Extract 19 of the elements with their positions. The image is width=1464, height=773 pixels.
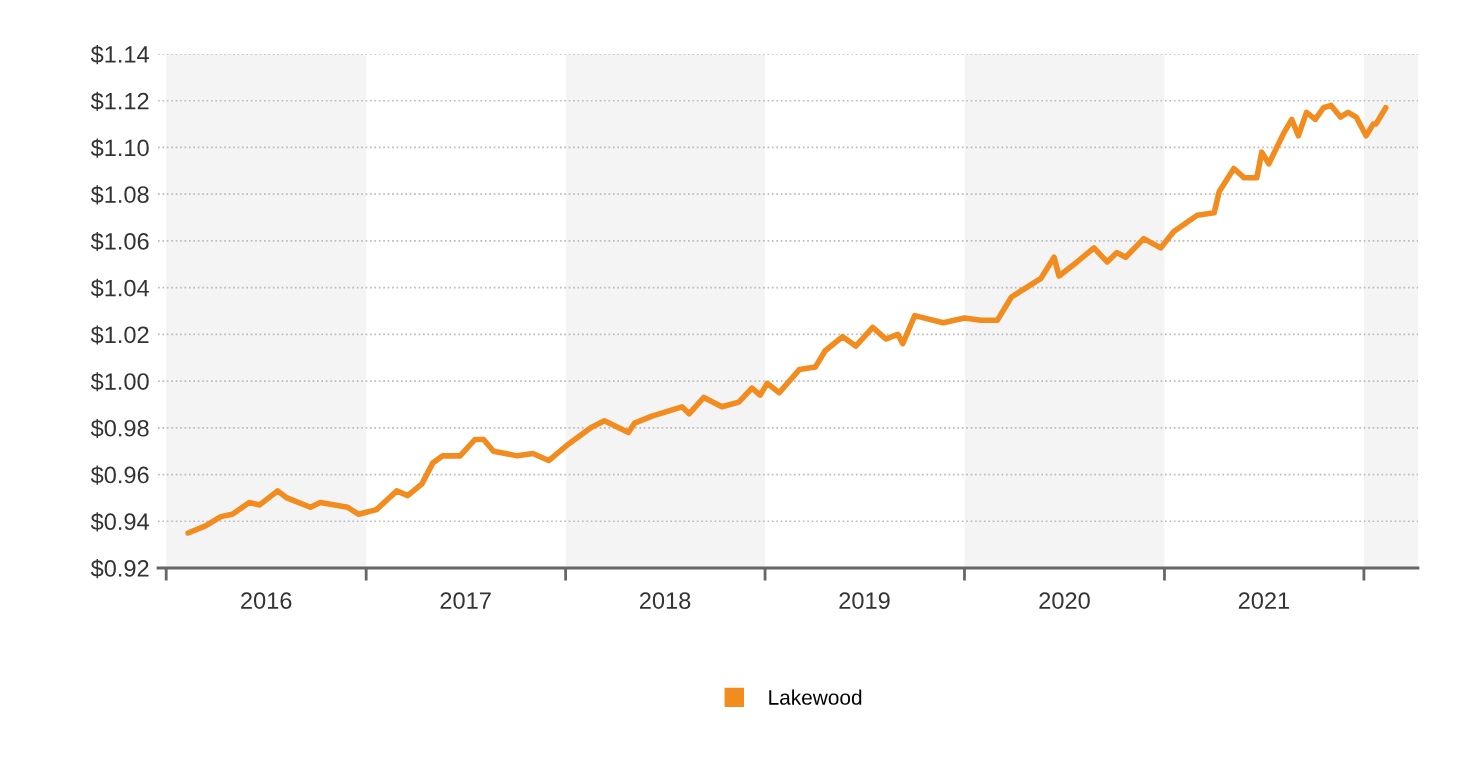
y-tick-label: $0.96 [90,465,149,485]
y-tick-label: $0.98 [90,418,149,439]
y-tick-label: $1.12 [90,91,149,111]
y-tick-label: $1.06 [90,231,149,252]
y-tick-label: $1.04 [90,278,149,298]
y-tick-label: $1.10 [90,138,149,158]
x-tick-label: 2017 [440,592,491,609]
y-tick-label: $0.94 [90,512,149,532]
x-tick-label: 2016 [241,592,292,609]
y-tick-label: $0.92 [90,559,149,579]
legend-label: Lakewood [769,689,862,705]
x-tick-label: 2019 [839,592,890,609]
y-tick-label: $1.00 [90,372,149,392]
x-tick-label: 2020 [1039,592,1090,609]
x-tick-label: 2021 [1238,592,1290,609]
x-tick-label: 2018 [639,592,691,609]
y-tick-label: $1.02 [90,325,149,345]
y-tick-label: $1.08 [90,185,149,205]
y-tick-label: $1.14 [90,45,149,65]
